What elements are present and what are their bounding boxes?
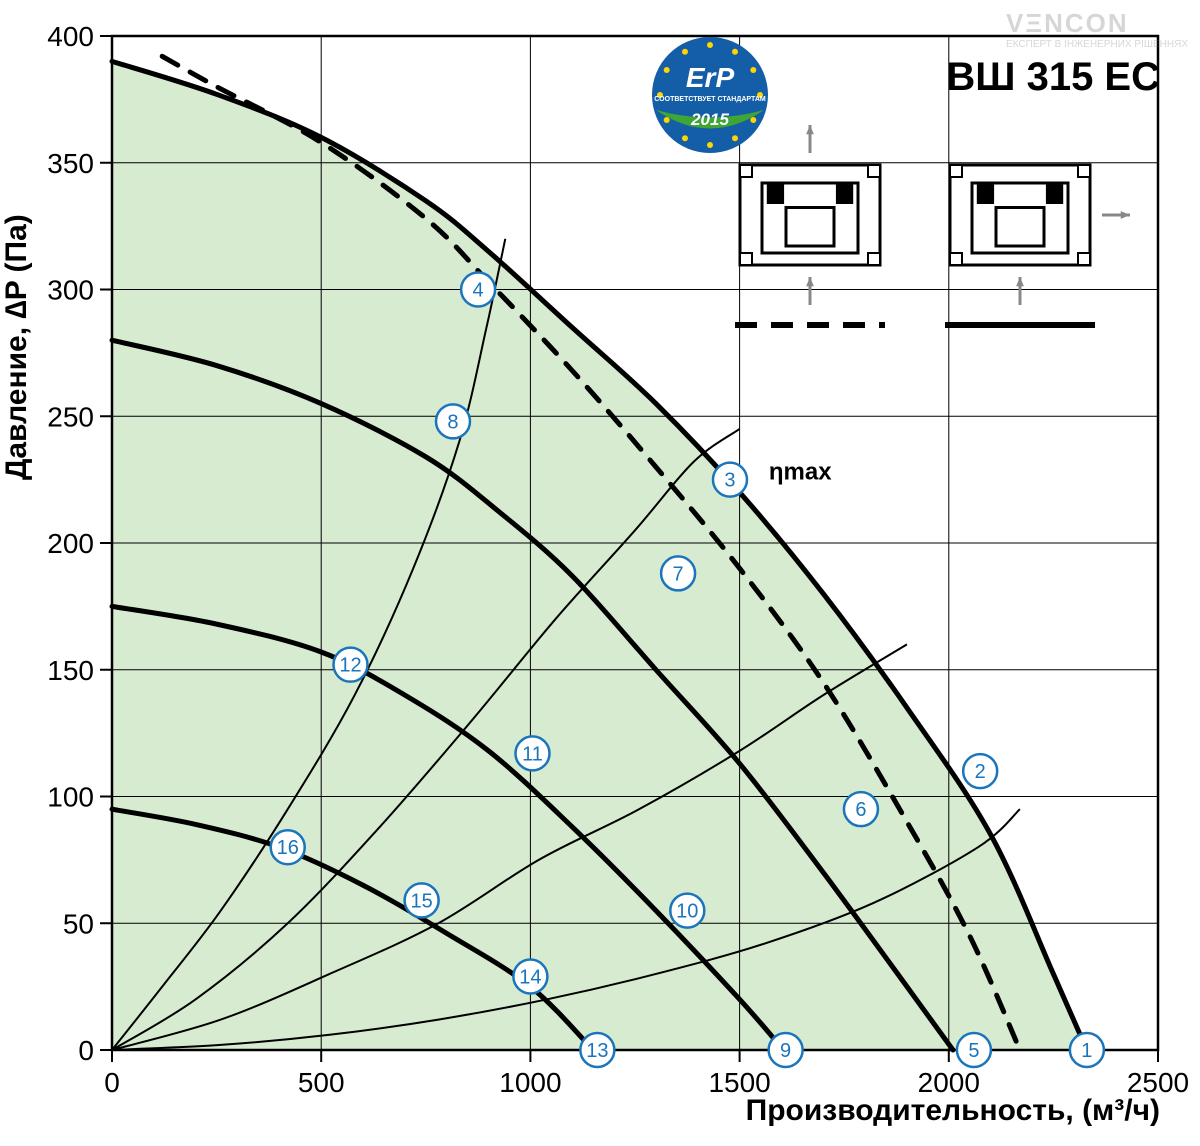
svg-text:12: 12	[339, 655, 361, 677]
svg-text:4: 4	[473, 280, 484, 302]
svg-text:7: 7	[673, 563, 684, 585]
svg-text:10: 10	[676, 901, 698, 923]
svg-text:0: 0	[78, 1035, 94, 1066]
svg-text:16: 16	[277, 837, 299, 859]
svg-text:6: 6	[855, 799, 866, 821]
svg-text:8: 8	[447, 411, 458, 433]
svg-text:0: 0	[104, 1067, 120, 1098]
svg-text:400: 400	[47, 21, 94, 52]
svg-text:9: 9	[780, 1040, 791, 1062]
svg-text:200: 200	[47, 528, 94, 559]
svg-text:250: 250	[47, 401, 94, 432]
svg-text:15: 15	[410, 890, 432, 912]
svg-text:500: 500	[298, 1067, 345, 1098]
svg-text:14: 14	[519, 966, 541, 988]
svg-text:2: 2	[975, 761, 986, 783]
watermark: VΞNCON ЕКСПЕРТ В ІНЖЕНЕРНИХ РІШЕННЯХ	[1006, 8, 1188, 50]
svg-text:ErP: ErP	[686, 62, 735, 93]
chart-title: ВШ 315 ЕС	[946, 55, 1160, 100]
svg-text:350: 350	[47, 148, 94, 179]
x-axis-label: Производительность, (м³/ч)	[746, 1094, 1160, 1128]
svg-text:11: 11	[522, 743, 543, 765]
svg-text:ηmax: ηmax	[769, 459, 832, 486]
svg-text:100: 100	[47, 782, 94, 813]
svg-text:13: 13	[586, 1040, 608, 1062]
svg-text:5: 5	[968, 1040, 979, 1062]
svg-text:150: 150	[47, 655, 94, 686]
svg-text:3: 3	[724, 470, 735, 492]
svg-text:2015: 2015	[690, 110, 729, 129]
erp-badge: ErP СООТВЕТСТВУЕТ СТАНДАРТАМ 2015	[652, 37, 768, 153]
svg-text:300: 300	[47, 275, 94, 306]
svg-text:СООТВЕТСТВУЕТ СТАНДАРТАМ: СООТВЕТСТВУЕТ СТАНДАРТАМ	[654, 96, 766, 103]
fan-performance-chart: 0500100015002000250005010015020025030035…	[0, 0, 1200, 1146]
svg-text:1: 1	[1081, 1040, 1092, 1062]
y-axis-label: Давление, ∆P (Па)	[0, 214, 34, 480]
svg-text:50: 50	[63, 908, 94, 939]
svg-text:1000: 1000	[499, 1067, 561, 1098]
